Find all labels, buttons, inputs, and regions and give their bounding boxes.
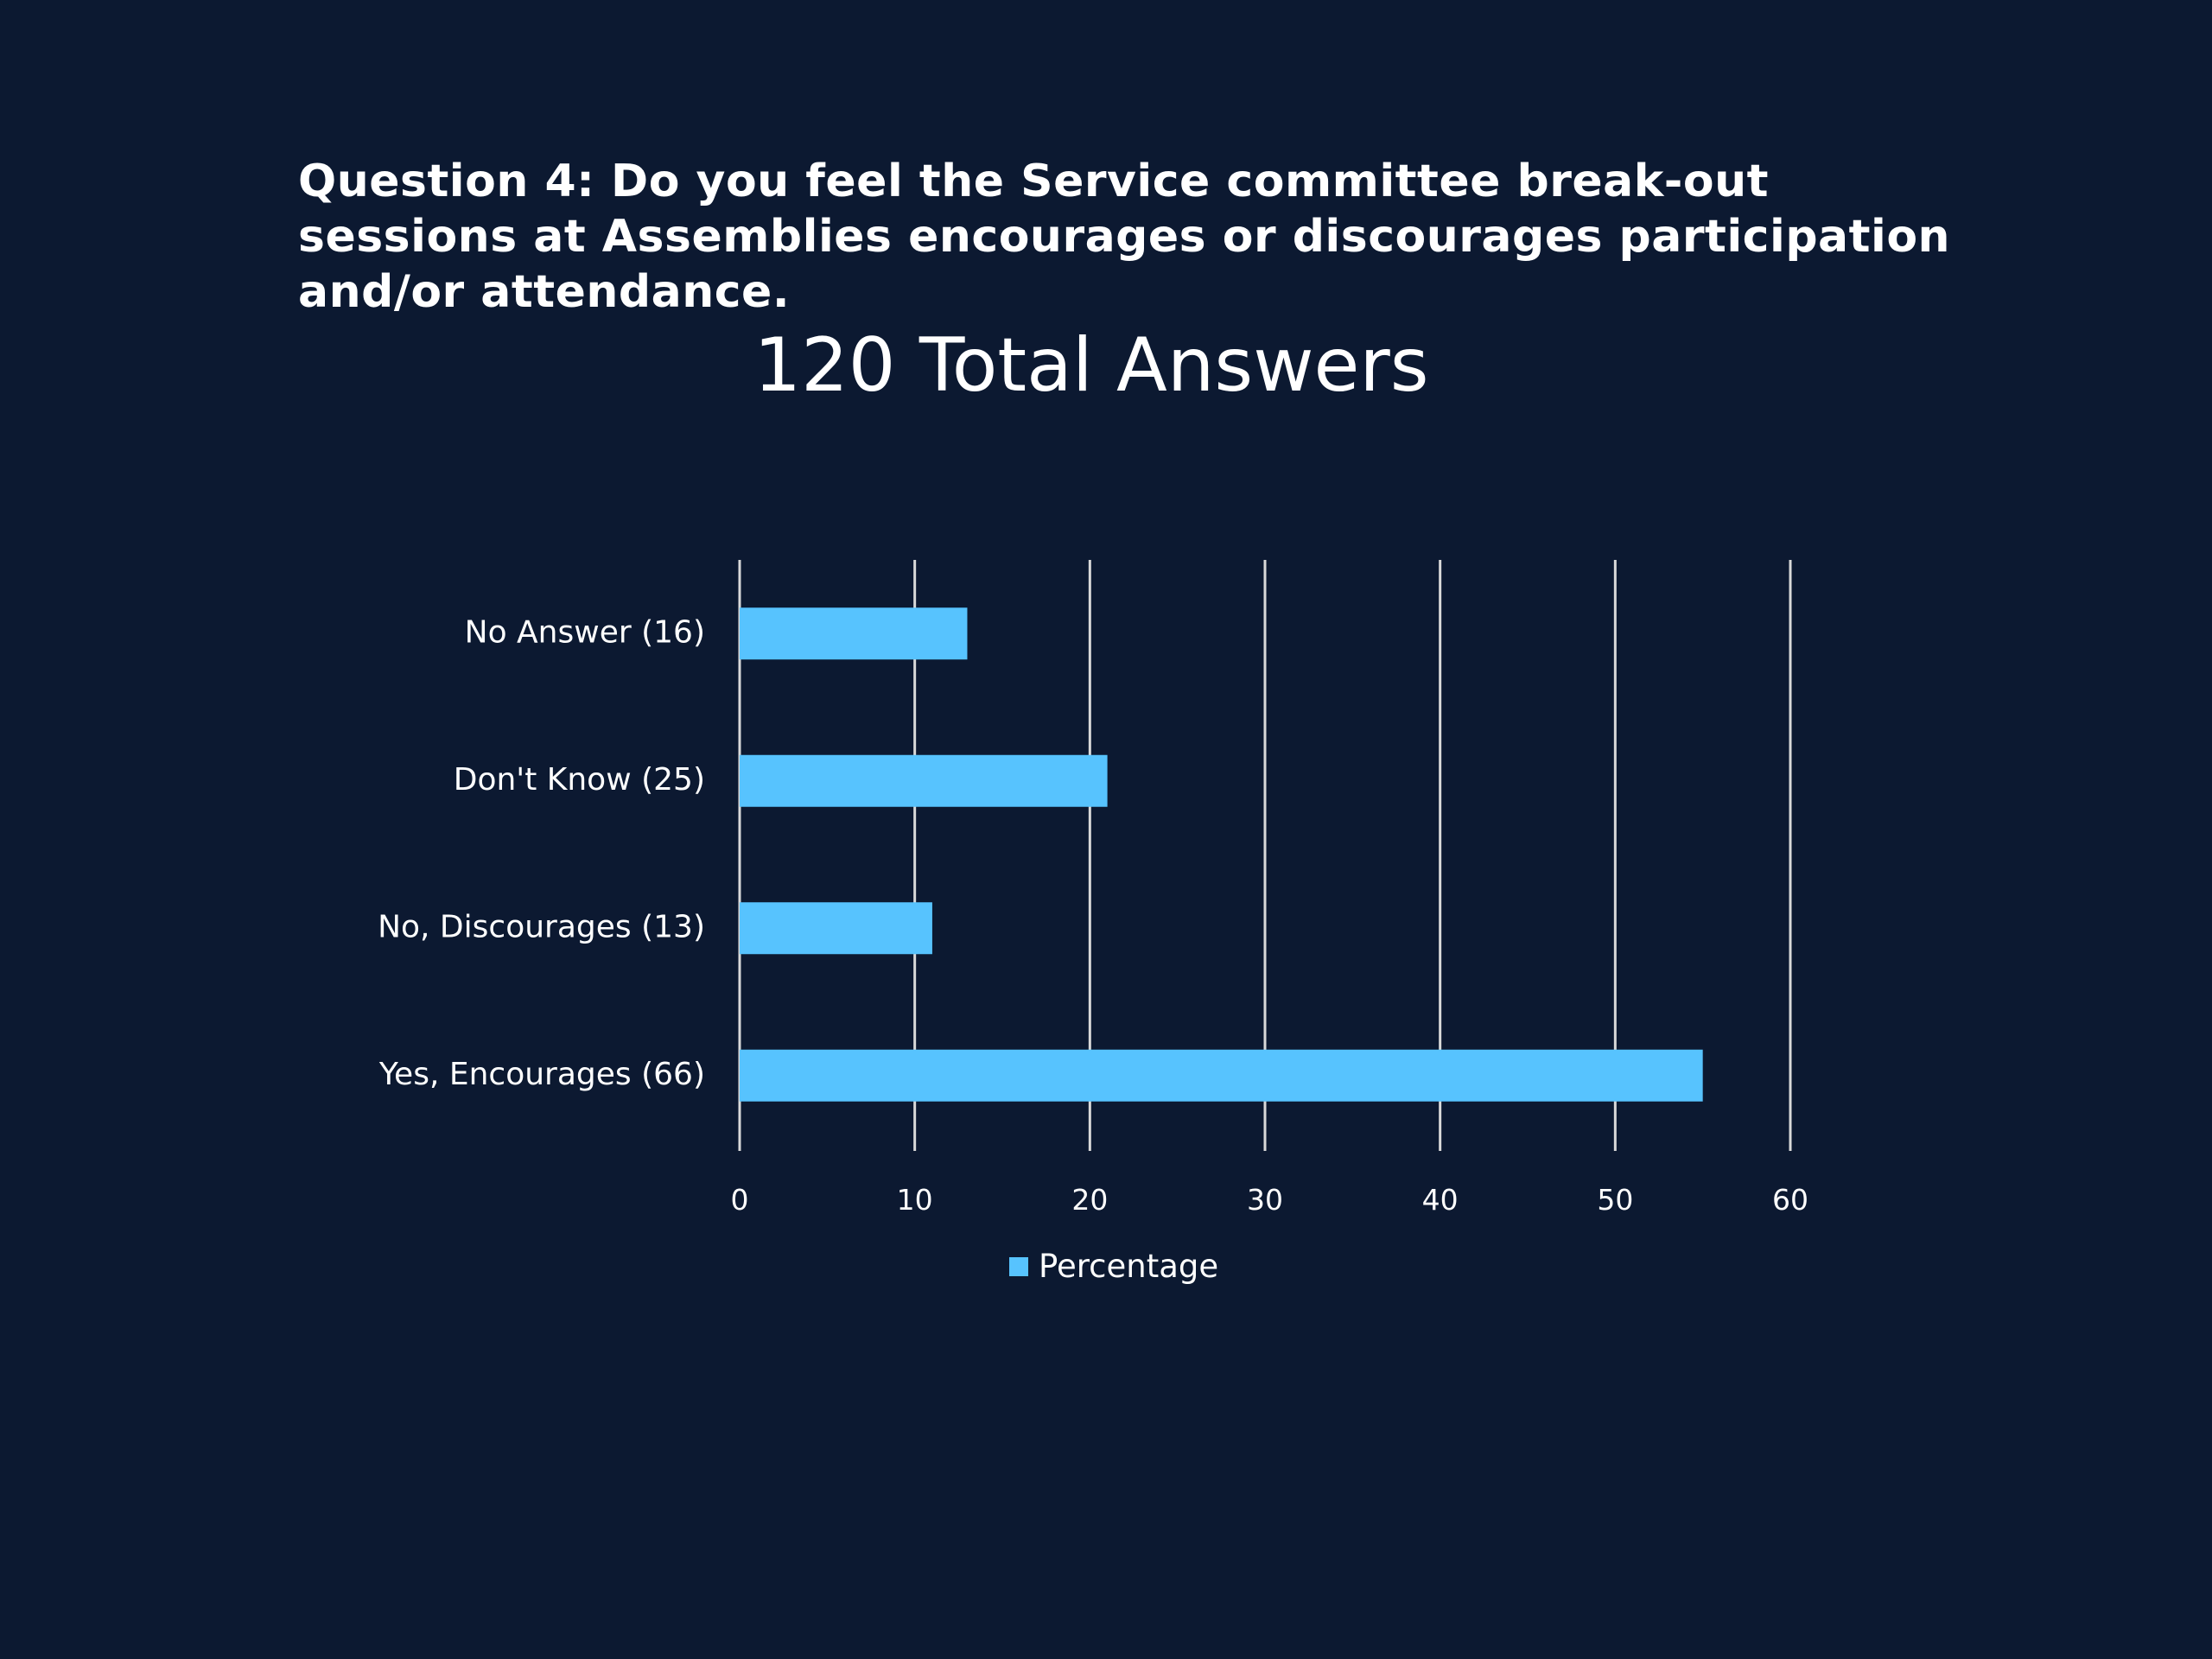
x-tick-label: 50 <box>1597 1183 1633 1217</box>
x-tick-labels: 0 10 20 30 40 50 60 <box>731 1183 1809 1217</box>
category-label: No, Discourages (13) <box>378 909 705 944</box>
x-tick-label: 10 <box>897 1183 933 1217</box>
category-label: Don't Know (25) <box>454 762 705 798</box>
chart-title: 120 Total Answers <box>753 322 1429 409</box>
category-labels: No Answer (16) Don't Know (25) No, Discour… <box>378 614 705 1092</box>
legend-label: Percentage <box>1039 1248 1219 1285</box>
x-tick-label: 40 <box>1422 1183 1459 1217</box>
x-tick-label: 60 <box>1772 1183 1808 1217</box>
x-tick-label: 0 <box>731 1183 749 1217</box>
bar <box>740 607 968 660</box>
legend-swatch <box>1009 1256 1028 1276</box>
x-tick-label: 30 <box>1247 1183 1283 1217</box>
category-label: No Answer (16) <box>465 614 705 650</box>
legend: Percentage <box>1009 1248 1218 1285</box>
bar <box>740 754 1108 807</box>
bar <box>740 1049 1703 1102</box>
bars <box>740 607 1703 1102</box>
question-text: Question 4: Do you feel the Service comm… <box>298 156 1951 318</box>
bar <box>740 902 932 955</box>
x-tick-label: 20 <box>1071 1183 1108 1217</box>
category-label: Yes, Encourages (66) <box>378 1057 705 1092</box>
